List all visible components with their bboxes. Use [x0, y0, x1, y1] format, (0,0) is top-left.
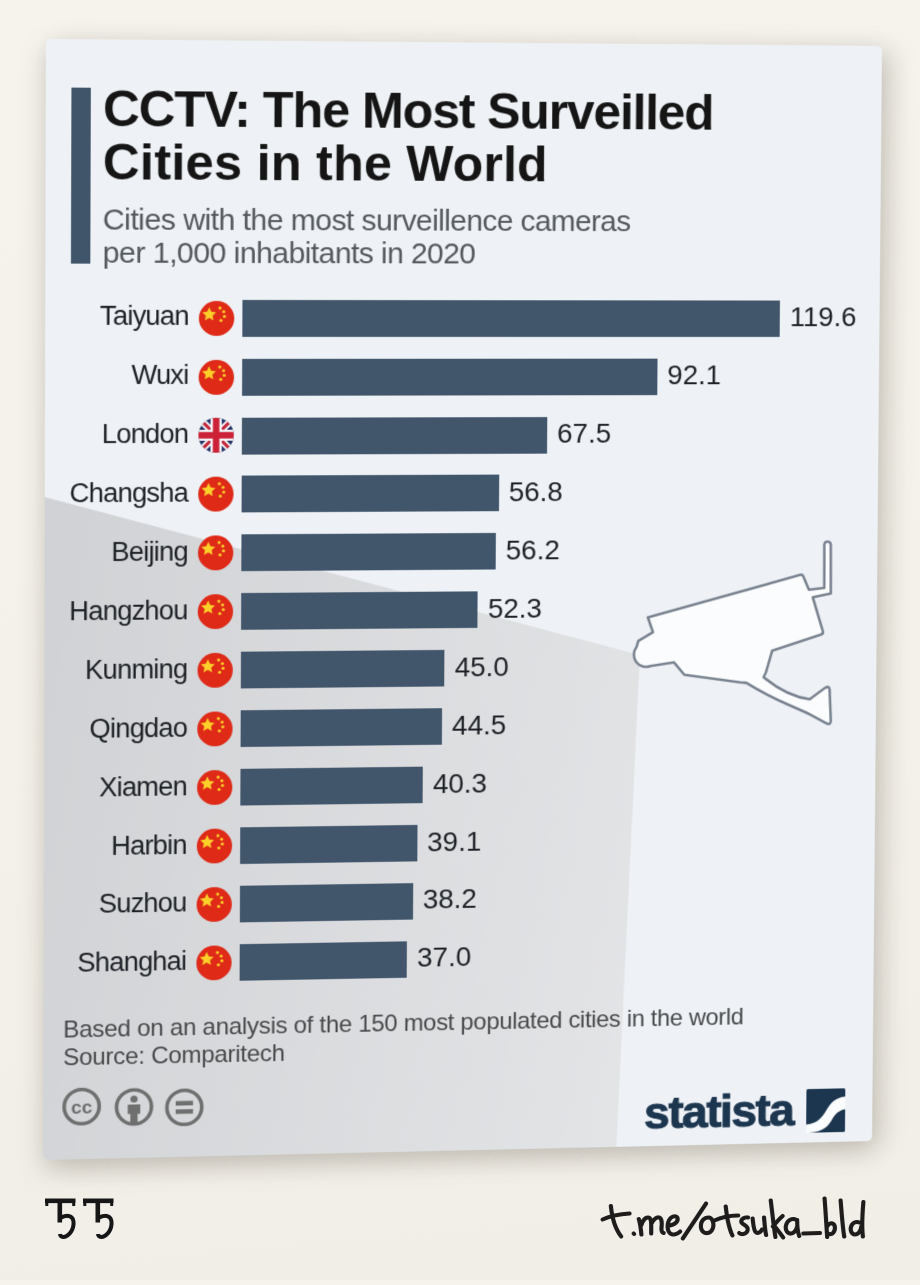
svg-text:cc: cc — [71, 1098, 93, 1119]
